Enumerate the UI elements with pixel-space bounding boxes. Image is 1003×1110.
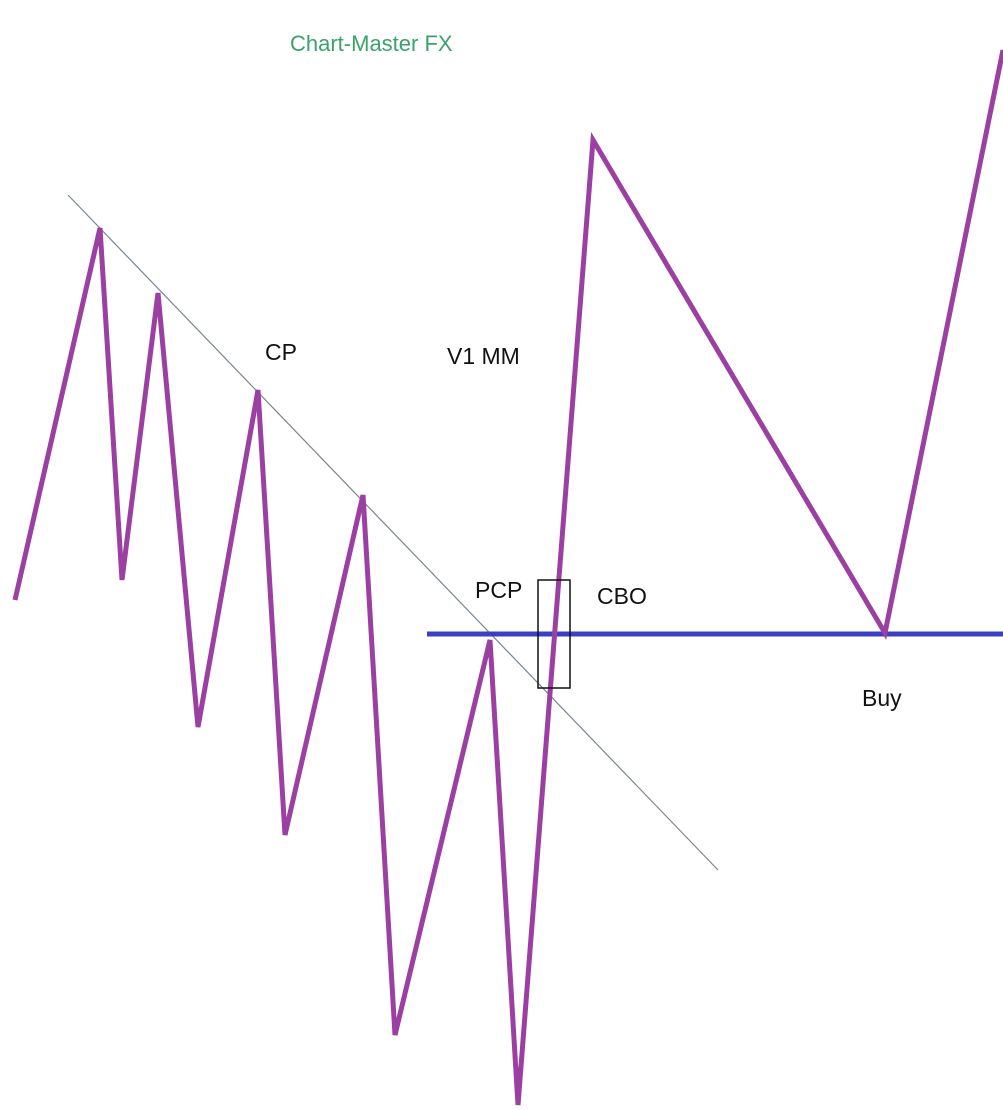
- breakout-box: [537, 579, 571, 689]
- title: Chart-Master FX: [290, 31, 453, 56]
- label-pcp: PCP: [475, 577, 522, 603]
- price-zigzag: [12, 49, 1003, 1106]
- label-cbo: CBO: [597, 583, 647, 609]
- label-v1mm: V1 MM: [447, 343, 520, 369]
- trend-line: [67, 194, 719, 871]
- label-cp: CP: [265, 339, 297, 365]
- label-buy: Buy: [862, 685, 902, 711]
